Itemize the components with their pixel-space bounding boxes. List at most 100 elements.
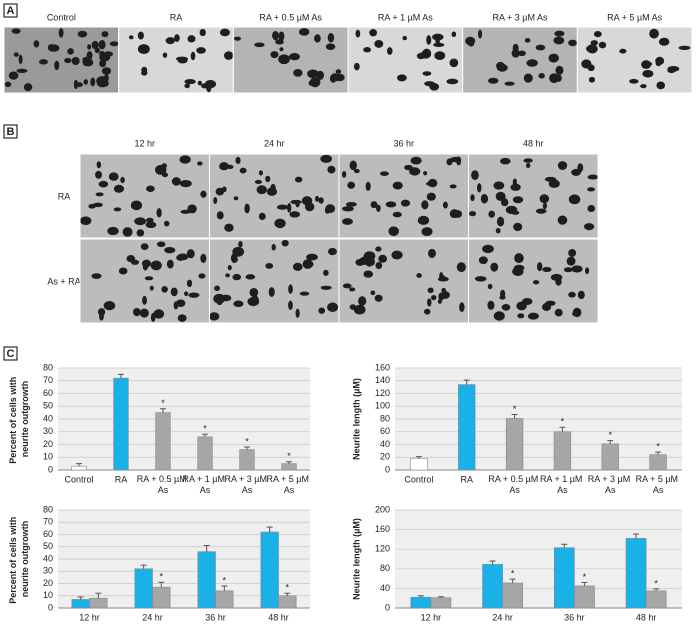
- error-bar: [607, 440, 614, 444]
- cell: [294, 176, 303, 183]
- significance: *: [656, 442, 660, 452]
- x-tick-label: RA: [460, 474, 473, 484]
- cell: [258, 170, 263, 176]
- bar: [505, 418, 524, 471]
- cell: [581, 59, 592, 69]
- cell: [184, 78, 196, 85]
- cell: [171, 177, 181, 186]
- cell: [188, 292, 200, 298]
- cell: [161, 163, 167, 169]
- image-title: RA + 0.5 µM As: [259, 12, 322, 22]
- bar: [89, 597, 108, 609]
- cell: [363, 251, 376, 261]
- y-tick-label: 40: [43, 413, 53, 423]
- cell: [149, 285, 154, 291]
- significance: *: [654, 578, 658, 588]
- x-tick-label: 12 hr: [421, 612, 442, 622]
- bar: [113, 377, 129, 471]
- error-bar: [77, 596, 84, 600]
- cell: [64, 57, 72, 64]
- bar: [134, 568, 153, 609]
- cell: [290, 199, 302, 205]
- cell: [275, 39, 284, 45]
- bar: [553, 431, 572, 471]
- cell: [426, 35, 432, 45]
- error-bar: [437, 596, 444, 598]
- error-bar: [95, 592, 102, 599]
- error-bar: [511, 414, 518, 419]
- cell: [585, 45, 595, 53]
- cell: [245, 274, 256, 280]
- cell: [271, 243, 276, 251]
- cell: [385, 201, 397, 208]
- cell: [441, 287, 447, 294]
- y-tick-label: 200: [375, 504, 390, 514]
- cell: [77, 30, 88, 38]
- cell: [139, 308, 149, 318]
- y-tick-label: 160: [375, 362, 390, 372]
- cell: [514, 253, 524, 264]
- cell: [113, 184, 125, 193]
- cell: [409, 167, 421, 176]
- column-title: 24 hr: [264, 138, 285, 148]
- cell: [281, 239, 289, 247]
- cell: [109, 41, 119, 47]
- x-tick-label: 24 hr: [142, 612, 163, 622]
- significance: *: [203, 424, 207, 434]
- cell: [95, 192, 104, 197]
- image-title: RA: [170, 12, 183, 22]
- cell: [233, 196, 239, 201]
- bar: [239, 449, 255, 471]
- cell: [162, 52, 168, 58]
- cell: [557, 161, 568, 170]
- cell: [215, 187, 225, 196]
- cell: [629, 78, 639, 84]
- cell: [370, 201, 378, 209]
- cell: [577, 290, 585, 300]
- cell: [619, 48, 627, 54]
- y-tick-label: 40: [380, 583, 390, 593]
- bar: [152, 586, 171, 609]
- x-tick-label: RA + 3 µM As: [225, 474, 270, 495]
- cell: [318, 197, 324, 204]
- cell: [496, 63, 508, 72]
- cell: [365, 181, 371, 191]
- cell: [99, 311, 104, 321]
- micrograph-border: [468, 238, 599, 324]
- cell: [349, 160, 357, 171]
- cell: [58, 28, 64, 38]
- error-bar: [244, 446, 250, 450]
- micrograph-border: [468, 153, 599, 239]
- y-tick-label: 10: [43, 590, 53, 600]
- cell: [342, 283, 352, 289]
- cell: [73, 79, 79, 90]
- cell: [235, 156, 241, 164]
- cell: [439, 271, 444, 281]
- cell: [370, 290, 376, 296]
- cell: [238, 241, 243, 248]
- cell: [137, 44, 150, 55]
- y-tick-label: 60: [380, 426, 390, 436]
- cell: [487, 283, 493, 290]
- cell: [433, 42, 445, 48]
- y-tick-label: 0: [48, 602, 53, 612]
- cell: [678, 45, 691, 50]
- cell: [134, 217, 147, 226]
- cell: [118, 267, 128, 275]
- cell: [517, 313, 525, 319]
- cell: [122, 227, 133, 237]
- cell: [298, 28, 310, 36]
- micrograph-border: [576, 26, 693, 94]
- cell: [170, 287, 178, 297]
- cell: [107, 226, 119, 236]
- cell: [512, 267, 524, 276]
- y-tick-label: 20: [380, 452, 390, 462]
- cell: [287, 202, 292, 213]
- x-tick-label: RA + 3 µM As: [588, 474, 633, 495]
- cell: [23, 83, 33, 92]
- cell: [90, 77, 96, 87]
- y-tick-label: 80: [43, 362, 53, 372]
- cell: [375, 246, 382, 252]
- error-bar: [415, 456, 422, 459]
- cell: [227, 265, 232, 271]
